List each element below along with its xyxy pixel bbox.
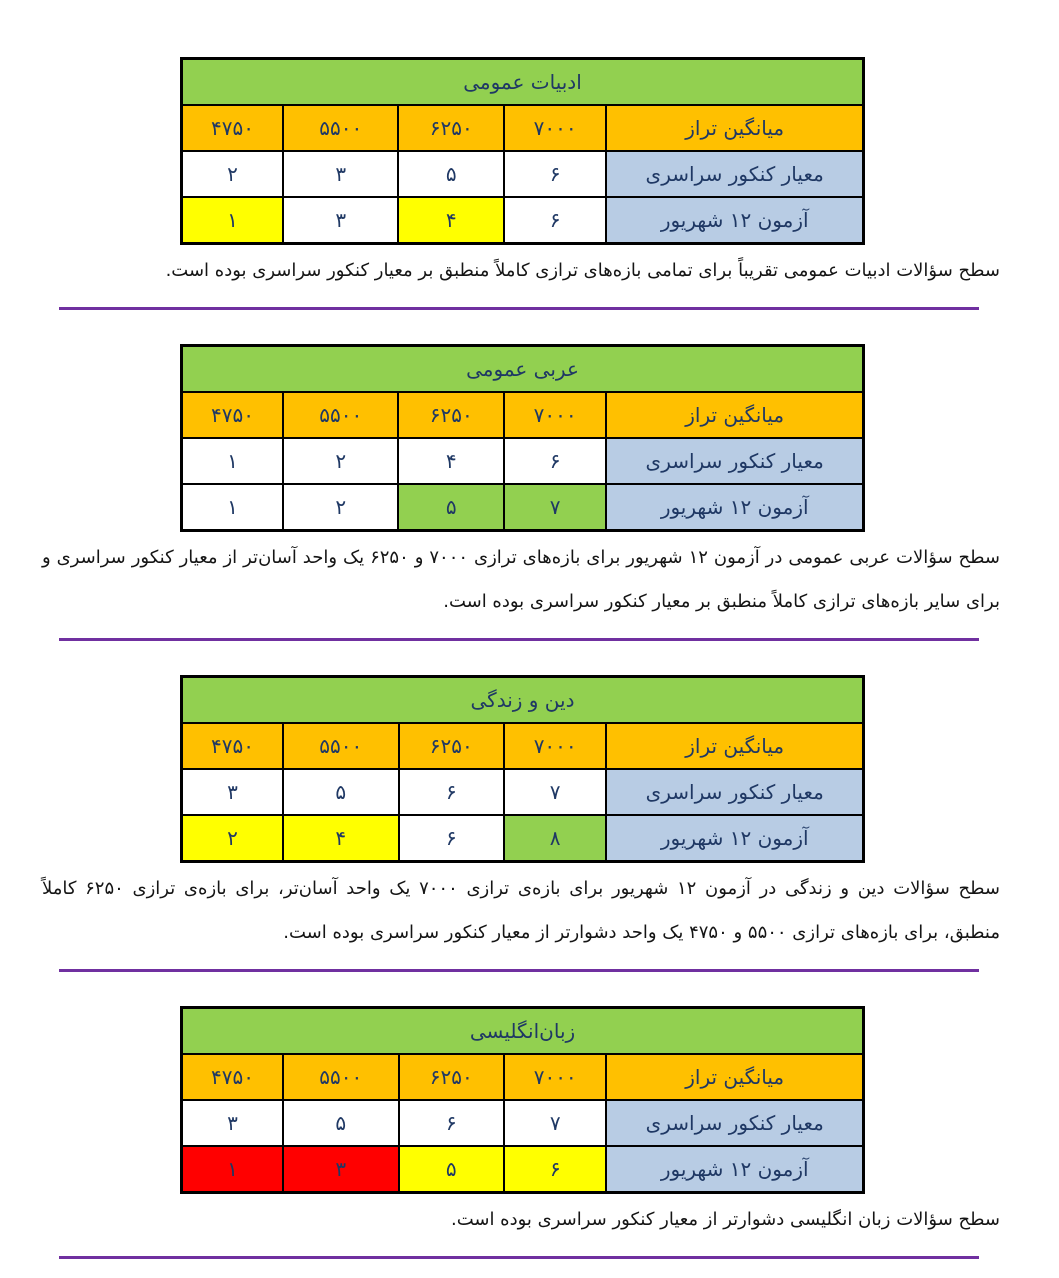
table-row: آزمون ۱۲ شهریور ۸ ۶ ۴ ۲ [180,814,865,863]
taraz-value-cell: ۷۰۰۰ [502,1053,608,1101]
criterion-value-cell: ۶ [502,150,608,198]
row-label-exam: آزمون ۱۲ شهریور [605,196,865,245]
row-label-criterion: معیار کنکور سراسری [605,150,865,198]
taraz-value-cell: ۵۵۰۰ [282,1053,400,1101]
section-caption: سطح سؤالات ادبیات عمومی تقریباً برای تما… [165,260,1000,281]
criterion-value-cell: ۵ [282,1099,400,1147]
section-religion-life: دین و زندگی میانگین تراز ۷۰۰۰ ۶۲۵۰ ۵۵۰۰ … [0,675,1059,972]
table-general-literature: ادبیات عمومی میانگین تراز ۷۰۰۰ ۶۲۵۰ ۵۵۰۰… [180,57,865,245]
table-row: میانگین تراز ۷۰۰۰ ۶۲۵۰ ۵۵۰۰ ۴۷۵۰ [180,104,865,152]
criterion-value-cell: ۶ [397,1099,505,1147]
table-row: معیار کنکور سراسری ۶ ۴ ۲ ۱ [180,437,865,485]
criterion-value-cell: ۶ [397,768,505,816]
exam-value-cell: ۷ [502,483,608,532]
taraz-value-cell: ۷۰۰۰ [502,104,608,152]
taraz-value-cell: ۴۷۵۰ [180,722,284,770]
section-english: زبان‌انگلیسی میانگین تراز ۷۰۰۰ ۶۲۵۰ ۵۵۰۰… [0,1006,1059,1259]
exam-value-cell: ۴ [397,196,505,245]
row-label-criterion: معیار کنکور سراسری [605,768,865,816]
table-title: زبان‌انگلیسی [180,1006,865,1055]
section-caption: سطح سؤالات عربی عمومی در آزمون ۱۲ شهریور… [42,547,1001,612]
table-row: معیار کنکور سراسری ۶ ۵ ۳ ۲ [180,150,865,198]
taraz-value-cell: ۷۰۰۰ [502,391,608,439]
taraz-value-cell: ۷۰۰۰ [502,722,608,770]
table-title: ادبیات عمومی [180,57,865,106]
table-general-arabic: عربی عمومی میانگین تراز ۷۰۰۰ ۶۲۵۰ ۵۵۰۰ ۴… [180,344,865,532]
criterion-value-cell: ۵ [397,150,505,198]
table-row: آزمون ۱۲ شهریور ۶ ۴ ۳ ۱ [180,196,865,245]
table-row: آزمون ۱۲ شهریور ۷ ۵ ۲ ۱ [180,483,865,532]
exam-value-cell: ۶ [397,814,505,863]
taraz-value-cell: ۵۵۰۰ [282,722,400,770]
criterion-value-cell: ۱ [180,437,284,485]
row-label-criterion: معیار کنکور سراسری [605,437,865,485]
criterion-value-cell: ۳ [180,1099,285,1147]
table-row: میانگین تراز ۷۰۰۰ ۶۲۵۰ ۵۵۰۰ ۴۷۵۰ [180,1053,865,1101]
exam-value-cell: ۲ [281,483,400,532]
exam-value-cell: ۵ [397,1145,505,1194]
table-row: دین و زندگی [180,675,865,724]
row-label-taraz: میانگین تراز [605,104,865,152]
taraz-value-cell: ۶۲۵۰ [397,391,505,439]
table-row: زبان‌انگلیسی [180,1006,865,1055]
section-caption: سطح سؤالات دین و زندگی در آزمون ۱۲ شهریو… [42,878,1000,943]
criterion-value-cell: ۳ [180,768,284,816]
exam-value-cell: ۸ [502,814,608,863]
section-caption: سطح سؤالات زبان انگلیسی دشوارتر از معیار… [450,1209,1000,1230]
section-general-arabic: عربی عمومی میانگین تراز ۷۰۰۰ ۶۲۵۰ ۵۵۰۰ ۴… [0,344,1059,641]
criterion-value-cell: ۴ [397,437,505,485]
table-row: آزمون ۱۲ شهریور ۶ ۵ ۳ ۱ [180,1145,865,1194]
row-label-taraz: میانگین تراز [605,391,865,439]
section-divider [59,638,979,641]
table-title: دین و زندگی [180,675,865,724]
criterion-value-cell: ۲ [281,437,400,485]
table-row: ادبیات عمومی [180,57,865,106]
exam-value-cell: ۴ [282,814,400,863]
taraz-value-cell: ۵۵۰۰ [281,104,400,152]
table-english: زبان‌انگلیسی میانگین تراز ۷۰۰۰ ۶۲۵۰ ۵۵۰۰… [180,1006,865,1194]
section-divider [59,1256,979,1259]
section-general-literature: ادبیات عمومی میانگین تراز ۷۰۰۰ ۶۲۵۰ ۵۵۰۰… [0,57,1059,310]
table-row: معیار کنکور سراسری ۷ ۶ ۵ ۳ [180,768,865,816]
taraz-value-cell: ۶۲۵۰ [397,104,505,152]
table-title: عربی عمومی [180,344,865,393]
exam-value-cell: ۱ [180,483,284,532]
exam-value-cell: ۶ [502,1145,608,1194]
table-row: میانگین تراز ۷۰۰۰ ۶۲۵۰ ۵۵۰۰ ۴۷۵۰ [180,722,865,770]
taraz-value-cell: ۴۷۵۰ [180,391,284,439]
row-label-exam: آزمون ۱۲ شهریور [605,814,865,863]
exam-value-cell: ۱ [180,1145,285,1194]
taraz-value-cell: ۴۷۵۰ [180,104,284,152]
criterion-value-cell: ۶ [502,437,608,485]
taraz-value-cell: ۶۲۵۰ [397,1053,505,1101]
exam-value-cell: ۵ [397,483,505,532]
table-row: میانگین تراز ۷۰۰۰ ۶۲۵۰ ۵۵۰۰ ۴۷۵۰ [180,391,865,439]
row-label-criterion: معیار کنکور سراسری [605,1099,865,1147]
taraz-value-cell: ۶۲۵۰ [397,722,505,770]
criterion-value-cell: ۳ [281,150,400,198]
exam-value-cell: ۳ [282,1145,400,1194]
section-divider [59,969,979,972]
section-divider [59,307,979,310]
taraz-value-cell: ۵۵۰۰ [281,391,400,439]
table-religion-life: دین و زندگی میانگین تراز ۷۰۰۰ ۶۲۵۰ ۵۵۰۰ … [180,675,865,863]
criterion-value-cell: ۲ [180,150,284,198]
table-row: معیار کنکور سراسری ۷ ۶ ۵ ۳ [180,1099,865,1147]
criterion-value-cell: ۵ [282,768,400,816]
row-label-taraz: میانگین تراز [605,722,865,770]
row-label-exam: آزمون ۱۲ شهریور [605,483,865,532]
row-label-taraz: میانگین تراز [605,1053,865,1101]
criterion-value-cell: ۷ [502,768,608,816]
table-row: عربی عمومی [180,344,865,393]
exam-value-cell: ۲ [180,814,284,863]
row-label-exam: آزمون ۱۲ شهریور [605,1145,865,1194]
exam-value-cell: ۳ [281,196,400,245]
taraz-value-cell: ۴۷۵۰ [180,1053,285,1101]
exam-value-cell: ۶ [502,196,608,245]
exam-value-cell: ۱ [180,196,284,245]
criterion-value-cell: ۷ [502,1099,608,1147]
